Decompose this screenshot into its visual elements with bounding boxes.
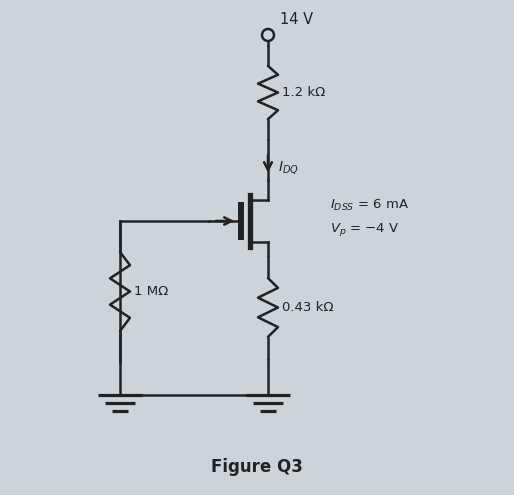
Text: 0.43 kΩ: 0.43 kΩ [282, 301, 334, 314]
Text: $V_p$ = −4 V: $V_p$ = −4 V [330, 221, 399, 239]
Text: 1 MΩ: 1 MΩ [134, 285, 168, 298]
Text: Figure Q3: Figure Q3 [211, 458, 303, 476]
Text: $I_{DSS}$ = 6 mA: $I_{DSS}$ = 6 mA [330, 198, 409, 212]
Text: $I_{DQ}$: $I_{DQ}$ [278, 159, 299, 176]
Text: 14 V: 14 V [280, 12, 313, 27]
Text: 1.2 kΩ: 1.2 kΩ [282, 86, 325, 99]
